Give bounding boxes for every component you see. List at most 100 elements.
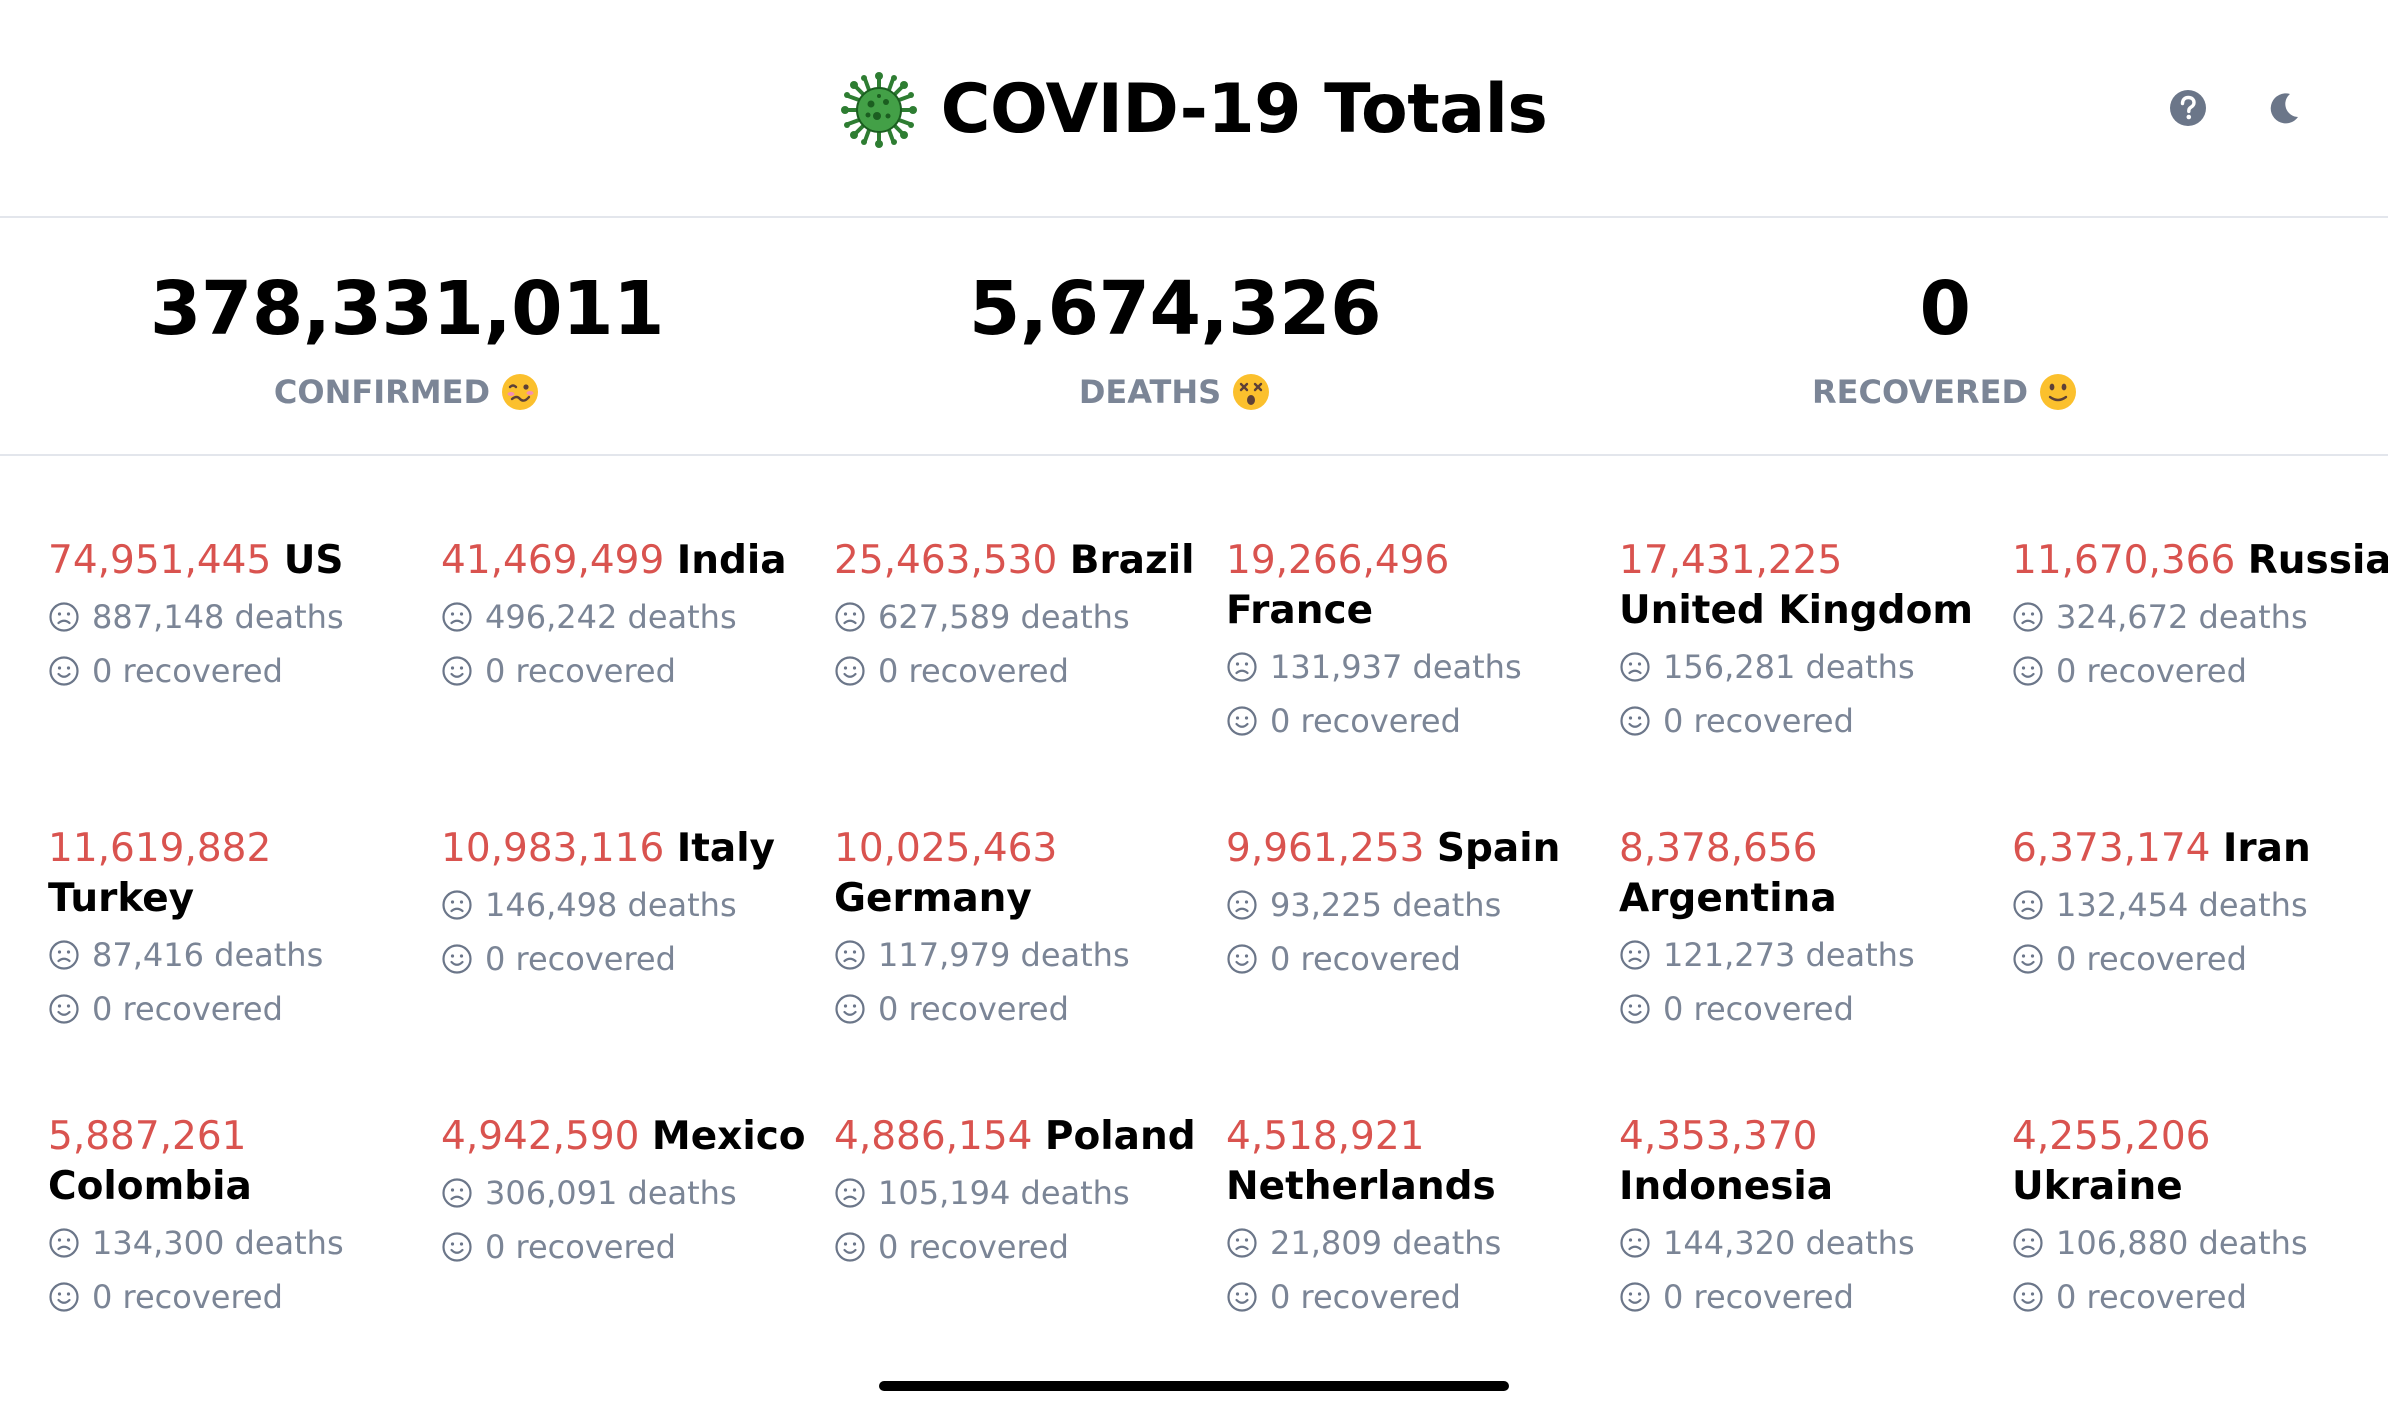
country-card[interactable]: 74,951,445 US 887,148 deaths 0 recovered xyxy=(48,536,428,696)
country-deaths: 146,498 deaths xyxy=(485,886,737,924)
country-recovered: 0 recovered xyxy=(92,1278,283,1316)
country-recovered: 0 recovered xyxy=(1663,702,1854,740)
recovered-row: 0 recovered xyxy=(1226,1272,1606,1322)
country-name: United Kingdom xyxy=(1619,588,1974,633)
country-deaths: 324,672 deaths xyxy=(2056,598,2308,636)
country-card[interactable]: 9,961,253 Spain 93,225 deaths 0 recovered xyxy=(1226,824,1606,984)
country-card[interactable]: 10,983,116 Italy 146,498 deaths 0 recovere… xyxy=(441,824,821,984)
deaths-row: 496,242 deaths xyxy=(441,592,821,642)
country-recovered: 0 recovered xyxy=(485,652,676,690)
country-recovered: 0 recovered xyxy=(2056,940,2247,978)
smiley-face-icon xyxy=(49,1282,79,1312)
country-card[interactable]: 8,378,656 Argentina 121,273 deaths 0 recov… xyxy=(1619,824,1999,1034)
smiley-face-icon xyxy=(1620,994,1650,1024)
country-name: Russia xyxy=(2247,538,2388,583)
help-button[interactable] xyxy=(2166,86,2210,130)
country-recovered: 0 recovered xyxy=(2056,1278,2247,1316)
country-header: 4,353,370 Indonesia xyxy=(1619,1112,1999,1212)
country-header: 8,378,656 Argentina xyxy=(1619,824,1999,924)
country-name: Netherlands xyxy=(1226,1164,1496,1209)
deaths-row: 87,416 deaths xyxy=(48,930,428,980)
country-card[interactable]: 5,887,261 Colombia 134,300 deaths 0 recove… xyxy=(48,1112,428,1322)
country-deaths: 93,225 deaths xyxy=(1270,886,1502,924)
sad-face-icon xyxy=(49,1228,79,1258)
sad-face-icon xyxy=(442,890,472,920)
country-deaths: 132,454 deaths xyxy=(2056,886,2308,924)
total-value: 0 xyxy=(1919,266,1972,352)
smiley-face-icon xyxy=(1227,1282,1257,1312)
deaths-row: 324,672 deaths xyxy=(2012,592,2388,642)
country-card[interactable]: 19,266,496 France 131,937 deaths 0 recover… xyxy=(1226,536,1606,746)
country-card[interactable]: 4,255,206 Ukraine 106,880 deaths 0 recover… xyxy=(2012,1112,2388,1322)
country-recovered: 0 recovered xyxy=(878,1228,1069,1266)
country-card[interactable]: 4,886,154 Poland 105,194 deaths 0 recovere… xyxy=(834,1112,1214,1272)
country-deaths: 156,281 deaths xyxy=(1663,648,1915,686)
country-cases: 19,266,496 xyxy=(1226,538,1450,583)
country-cases: 11,619,882 xyxy=(48,826,272,871)
smiley-face-icon xyxy=(442,656,472,686)
deaths-row: 887,148 deaths xyxy=(48,592,428,642)
country-card[interactable]: 10,025,463 Germany 117,979 deaths 0 recove… xyxy=(834,824,1214,1034)
country-card[interactable]: 4,518,921 Netherlands 21,809 deaths 0 reco… xyxy=(1226,1112,1606,1322)
country-card[interactable]: 25,463,530 Brazil 627,589 deaths 0 recover… xyxy=(834,536,1214,696)
sad-face-icon xyxy=(835,940,865,970)
sad-face-icon xyxy=(1227,652,1257,682)
sad-face-icon xyxy=(1620,652,1650,682)
total-value: 378,331,011 xyxy=(149,266,665,352)
home-indicator[interactable] xyxy=(879,1381,1509,1391)
theme-toggle-button[interactable] xyxy=(2262,86,2306,130)
country-cases: 4,353,370 xyxy=(1619,1114,1818,1159)
total-confirmed: 378,331,011 CONFIRMED xyxy=(107,272,707,412)
country-header: 11,619,882 Turkey xyxy=(48,824,428,924)
total-label-row: RECOVERED xyxy=(1645,372,2245,412)
smiley-face-icon xyxy=(442,944,472,974)
deaths-row: 306,091 deaths xyxy=(441,1168,821,1218)
recovered-row: 0 recovered xyxy=(1619,984,1999,1034)
page-title: COVID-19 Totals xyxy=(940,69,1548,149)
country-name: Italy xyxy=(676,826,775,871)
smiley-face-icon xyxy=(49,656,79,686)
recovered-row: 0 recovered xyxy=(1619,1272,1999,1322)
country-name: Argentina xyxy=(1619,876,1837,921)
smiley-face-icon xyxy=(49,994,79,1024)
country-name: India xyxy=(676,538,787,583)
total-label-row: DEATHS xyxy=(875,372,1475,412)
country-cases: 9,961,253 xyxy=(1226,826,1425,871)
country-grid: 74,951,445 US 887,148 deaths 0 recovered 41… xyxy=(0,456,2388,1376)
country-recovered: 0 recovered xyxy=(2056,652,2247,690)
country-card[interactable]: 11,670,366 Russia 324,672 deaths 0 recover… xyxy=(2012,536,2388,696)
country-card[interactable]: 4,942,590 Mexico 306,091 deaths 0 recovere… xyxy=(441,1112,821,1272)
country-card[interactable]: 41,469,499 India 496,242 deaths 0 recovere… xyxy=(441,536,821,696)
country-header: 9,961,253 Spain xyxy=(1226,824,1606,874)
country-card[interactable]: 11,619,882 Turkey 87,416 deaths 0 recovere… xyxy=(48,824,428,1034)
country-name: France xyxy=(1226,588,1374,633)
deaths-row: 627,589 deaths xyxy=(834,592,1214,642)
country-deaths: 105,194 deaths xyxy=(878,1174,1130,1212)
sad-face-icon xyxy=(1620,1228,1650,1258)
country-cases: 41,469,499 xyxy=(441,538,665,583)
country-cases: 4,942,590 xyxy=(441,1114,640,1159)
deaths-row: 21,809 deaths xyxy=(1226,1218,1606,1268)
smiley-face-icon xyxy=(835,656,865,686)
country-deaths: 87,416 deaths xyxy=(92,936,324,974)
smiley-face-icon xyxy=(442,1232,472,1262)
deaths-row: 156,281 deaths xyxy=(1619,642,1999,692)
country-recovered: 0 recovered xyxy=(1663,1278,1854,1316)
country-card[interactable]: 4,353,370 Indonesia 144,320 deaths 0 recov… xyxy=(1619,1112,1999,1322)
totals-bar: 378,331,011 CONFIRMED 5,674,326 DEATHS xyxy=(0,218,2388,456)
recovered-row: 0 recovered xyxy=(48,984,428,1034)
country-card[interactable]: 6,373,174 Iran 132,454 deaths 0 recovered xyxy=(2012,824,2388,984)
country-name: Ukraine xyxy=(2012,1164,2183,1209)
country-deaths: 134,300 deaths xyxy=(92,1224,344,1262)
country-card[interactable]: 17,431,225 United Kingdom 156,281 deaths 0… xyxy=(1619,536,1999,746)
deaths-row: 121,273 deaths xyxy=(1619,930,1999,980)
deaths-row: 131,937 deaths xyxy=(1226,642,1606,692)
country-recovered: 0 recovered xyxy=(92,990,283,1028)
country-recovered: 0 recovered xyxy=(485,940,676,978)
deaths-row: 134,300 deaths xyxy=(48,1218,428,1268)
sad-face-icon xyxy=(835,1178,865,1208)
country-recovered: 0 recovered xyxy=(1270,702,1461,740)
country-header: 41,469,499 India xyxy=(441,536,821,586)
smiley-face-icon xyxy=(835,994,865,1024)
smiley-face-icon xyxy=(1227,706,1257,736)
